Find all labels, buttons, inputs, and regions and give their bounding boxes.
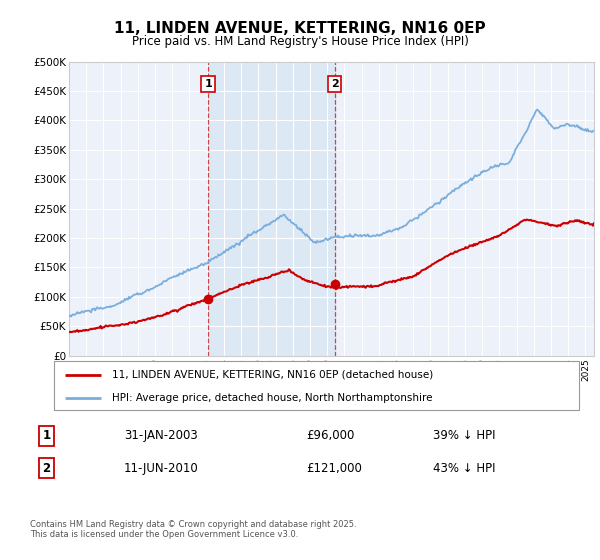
Text: 11-JUN-2010: 11-JUN-2010 — [124, 461, 199, 474]
FancyBboxPatch shape — [54, 361, 579, 410]
Text: 11, LINDEN AVENUE, KETTERING, NN16 0EP: 11, LINDEN AVENUE, KETTERING, NN16 0EP — [114, 21, 486, 36]
Text: 1: 1 — [204, 79, 212, 89]
Text: 31-JAN-2003: 31-JAN-2003 — [124, 429, 197, 442]
Text: 11, LINDEN AVENUE, KETTERING, NN16 0EP (detached house): 11, LINDEN AVENUE, KETTERING, NN16 0EP (… — [112, 370, 433, 380]
Bar — [208, 62, 335, 356]
Text: 39% ↓ HPI: 39% ↓ HPI — [433, 429, 496, 442]
Text: HPI: Average price, detached house, North Northamptonshire: HPI: Average price, detached house, Nort… — [112, 393, 432, 403]
Text: Price paid vs. HM Land Registry's House Price Index (HPI): Price paid vs. HM Land Registry's House … — [131, 35, 469, 48]
Text: Contains HM Land Registry data © Crown copyright and database right 2025.
This d: Contains HM Land Registry data © Crown c… — [30, 520, 356, 539]
Text: £96,000: £96,000 — [306, 429, 355, 442]
Text: 1: 1 — [43, 429, 50, 442]
Text: 2: 2 — [43, 461, 50, 474]
Text: £121,000: £121,000 — [306, 461, 362, 474]
Text: 43% ↓ HPI: 43% ↓ HPI — [433, 461, 496, 474]
Text: 2: 2 — [331, 79, 338, 89]
